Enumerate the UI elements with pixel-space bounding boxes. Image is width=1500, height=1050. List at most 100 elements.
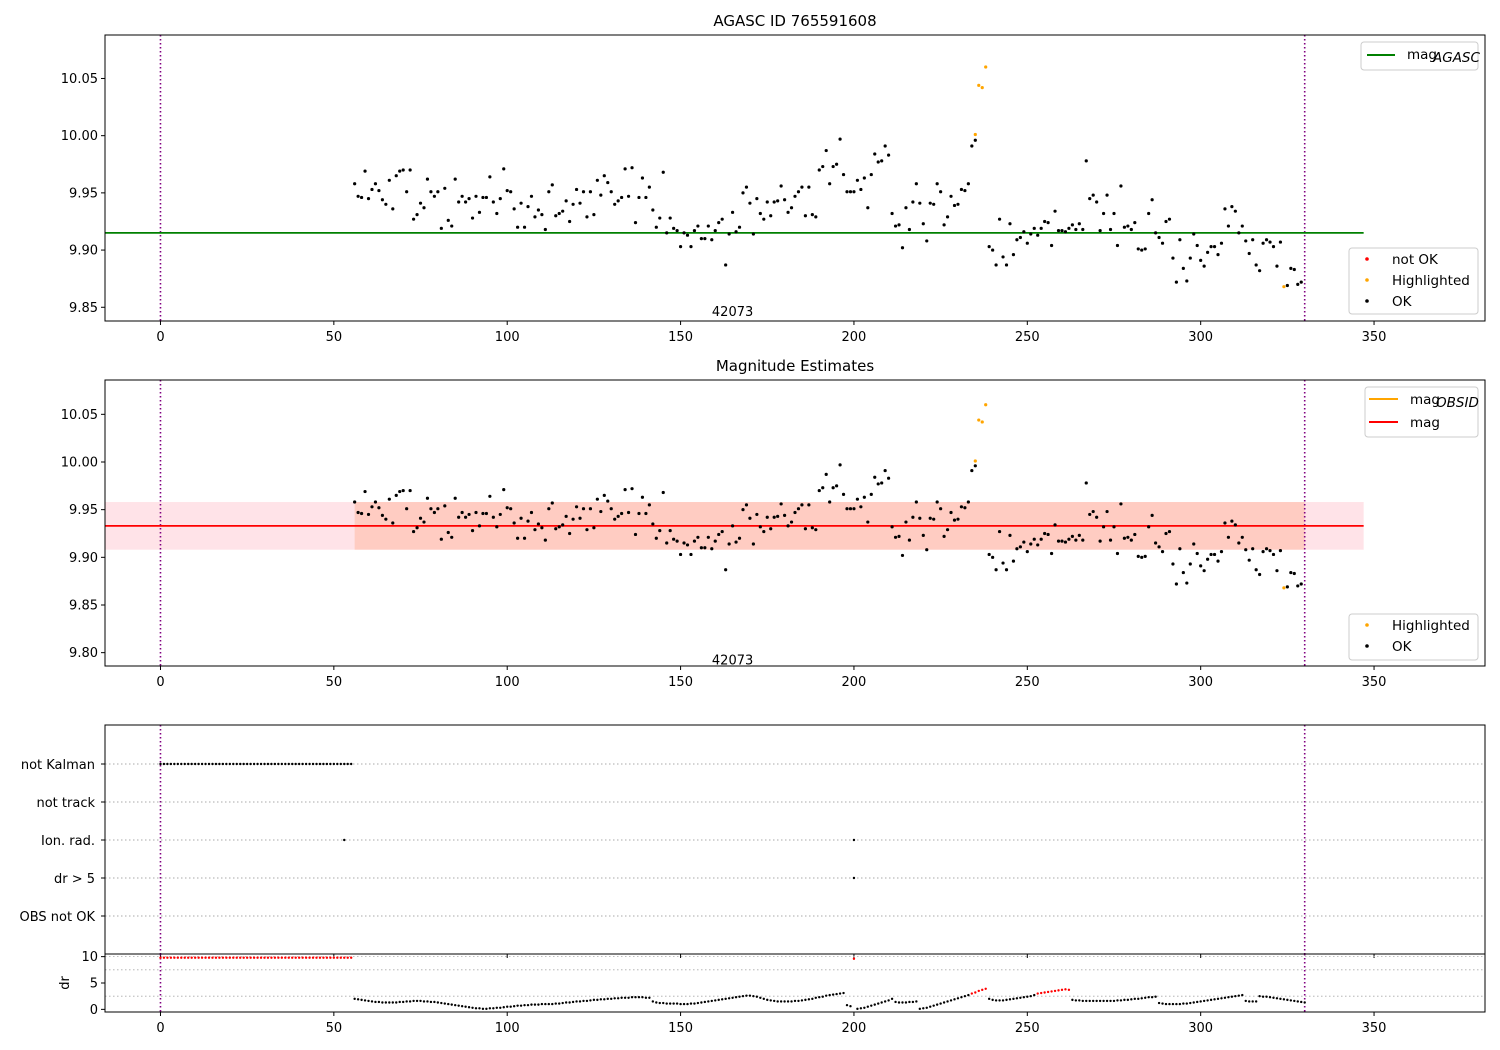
ok-point xyxy=(744,503,749,507)
ok-point xyxy=(592,526,596,530)
ok-point xyxy=(1258,572,1262,577)
y-tick-label: 10.00 xyxy=(61,455,98,470)
ok-point xyxy=(862,176,866,180)
ok-point xyxy=(640,176,645,180)
dr-high-point xyxy=(169,956,173,959)
dr-high-point xyxy=(207,956,211,959)
ok-point xyxy=(626,510,631,515)
x-tick-label: 0 xyxy=(156,1021,164,1036)
ok-point xyxy=(516,536,520,540)
ok-point xyxy=(1185,581,1189,585)
ok-point xyxy=(654,536,658,540)
dr-high-point xyxy=(190,956,193,959)
ok-point xyxy=(1081,227,1085,232)
ok-point xyxy=(1178,547,1182,551)
dr-point xyxy=(679,1002,682,1006)
ok-point xyxy=(384,202,388,206)
ok-point xyxy=(540,213,544,217)
ok-point xyxy=(370,505,374,509)
x-tick-label: 350 xyxy=(1362,1021,1387,1036)
ok-point xyxy=(1098,229,1102,233)
dr-point xyxy=(859,1007,863,1010)
ok-point xyxy=(1022,230,1026,234)
dr-point xyxy=(880,1001,883,1004)
dr-point xyxy=(485,1007,488,1011)
legend-label: not OK xyxy=(1392,252,1439,268)
ok-point xyxy=(1025,241,1029,245)
dr-point xyxy=(395,1001,398,1004)
ok-point xyxy=(869,492,873,496)
ok-point xyxy=(1226,535,1231,539)
x-tick-label: 0 xyxy=(156,330,164,345)
ok-point xyxy=(1171,562,1175,566)
flag-point xyxy=(304,762,308,766)
ok-point xyxy=(467,512,471,517)
ok-point xyxy=(1091,193,1095,197)
flag-point xyxy=(245,762,249,766)
ok-point xyxy=(706,535,710,539)
ok-point xyxy=(1018,235,1022,240)
ok-point xyxy=(1098,539,1102,543)
ok-point xyxy=(418,201,423,205)
dr-point xyxy=(530,1003,533,1006)
dr-point xyxy=(1074,999,1078,1002)
dr-point xyxy=(1029,994,1032,998)
dr-point xyxy=(825,994,828,997)
dr-point xyxy=(1022,996,1026,999)
dr-point xyxy=(613,997,616,1000)
ok-point xyxy=(814,528,818,532)
dr-point xyxy=(922,1007,925,1010)
x-tick-label: 150 xyxy=(668,675,693,690)
ok-point xyxy=(1088,196,1092,201)
dr-point xyxy=(956,997,960,1000)
ok-point xyxy=(373,500,378,504)
ok-point xyxy=(405,507,409,511)
dr-point xyxy=(388,1001,391,1004)
ok-point xyxy=(1219,241,1224,245)
ok-point xyxy=(730,210,735,214)
ok-point xyxy=(436,507,440,511)
ok-point xyxy=(1147,211,1151,216)
ok-point xyxy=(918,201,922,205)
dr-point xyxy=(429,1000,433,1004)
ok-point xyxy=(453,496,457,500)
dr-point xyxy=(1192,1001,1195,1004)
ok-point xyxy=(1185,279,1189,283)
ok-point xyxy=(1150,513,1154,517)
ok-point xyxy=(1296,584,1300,588)
flag-point xyxy=(270,762,273,766)
ok-point xyxy=(1108,227,1113,232)
highlighted-point xyxy=(973,459,977,463)
x-tick-label: 200 xyxy=(842,1021,867,1036)
dr-high-point xyxy=(325,956,329,959)
dr-point xyxy=(845,1003,849,1007)
ok-point xyxy=(529,194,534,198)
ok-point xyxy=(353,500,357,504)
ok-point xyxy=(911,515,915,519)
ok-point xyxy=(1105,509,1109,514)
dr-point xyxy=(804,998,807,1002)
dr-point xyxy=(1268,996,1272,999)
legend-marker xyxy=(1365,278,1369,282)
ok-point xyxy=(498,512,502,517)
dr-high-point xyxy=(1036,992,1039,995)
dr-point xyxy=(724,997,727,1001)
ok-point xyxy=(526,205,530,209)
flag-point xyxy=(225,762,228,766)
dr-point xyxy=(769,999,772,1002)
dr-point xyxy=(637,996,641,999)
ok-point xyxy=(959,187,964,192)
ok-point xyxy=(446,530,450,535)
ok-series xyxy=(353,137,1303,288)
ok-point xyxy=(1004,263,1009,267)
ok-point xyxy=(939,190,943,194)
ok-point xyxy=(512,521,516,525)
dr-point xyxy=(783,1000,786,1003)
flag-point xyxy=(221,762,225,766)
ok-point xyxy=(488,494,492,498)
dr-point xyxy=(384,1001,388,1004)
dr-high-point xyxy=(235,956,238,959)
ok-point xyxy=(1119,184,1123,188)
dr-point xyxy=(370,1000,374,1003)
dr-point xyxy=(935,1003,939,1006)
